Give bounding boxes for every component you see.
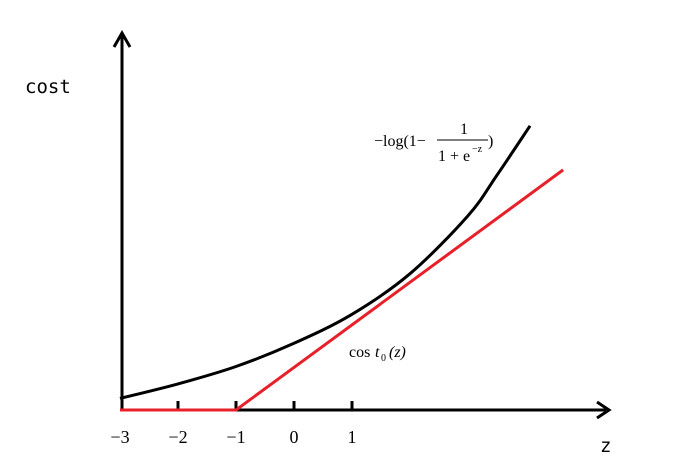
x-tick-label: −2	[168, 427, 187, 447]
label-arg: (z)	[389, 344, 406, 361]
black-curve-label: −log(1− 1 1 + e −z )	[374, 121, 493, 165]
label-base: cos	[349, 344, 370, 361]
x-axis-label: z	[600, 435, 611, 457]
x-tick-label: −3	[110, 427, 129, 447]
label-denominator: 1 + e	[438, 148, 470, 165]
x-tick-label: −1	[226, 427, 245, 447]
x-tick-label: 0	[290, 427, 299, 447]
black-cost-curve	[119, 124, 532, 400]
label-sub: 0	[381, 353, 386, 364]
label-exponent: −z	[472, 144, 483, 155]
red-line-label: cos t 0 (z)	[349, 344, 406, 364]
x-tick-label: 1	[348, 427, 357, 447]
y-axis-label: cost	[25, 76, 71, 98]
x-axis-arrow-icon	[596, 400, 612, 420]
label-prefix: −log(1−	[374, 133, 426, 150]
label-t: t	[375, 344, 380, 361]
label-suffix: )	[488, 133, 493, 150]
red-cost0-line	[120, 168, 565, 412]
label-numerator: 1	[460, 121, 468, 138]
y-axis-arrow-icon	[112, 29, 132, 48]
x-ticks: −3 −2 −1 0 1	[110, 401, 357, 447]
series	[119, 124, 565, 412]
